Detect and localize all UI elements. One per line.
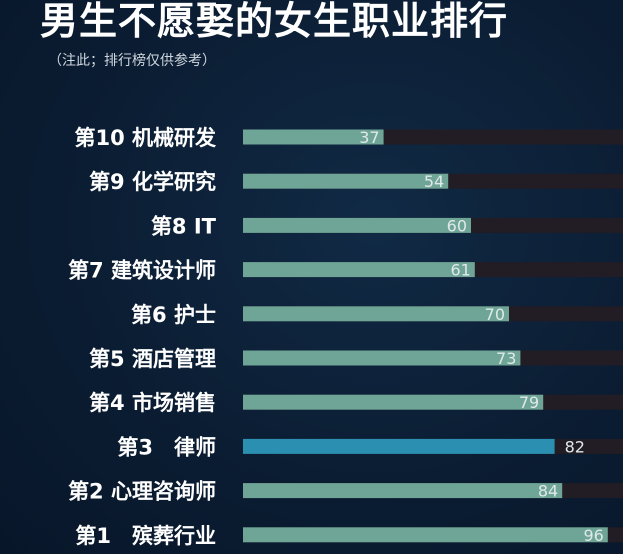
category-label: 第3 律师	[117, 435, 216, 459]
bar	[243, 173, 449, 189]
value-label: 73	[496, 349, 516, 368]
bar	[243, 483, 563, 499]
value-label: 82	[565, 437, 585, 456]
category-label: 第6 护士	[131, 303, 216, 327]
bar	[243, 217, 471, 233]
category-label: 第7 建筑设计师	[68, 259, 216, 283]
value-label: 96	[583, 526, 603, 545]
value-label: 61	[450, 261, 470, 280]
category-label: 第10 机械研发	[74, 126, 217, 150]
value-label: 84	[538, 482, 558, 501]
bar	[243, 262, 475, 278]
chart-title: 男生不愿娶的女生职业排行	[40, 0, 509, 43]
bar	[243, 394, 544, 410]
category-label: 第4 市场销售	[89, 391, 216, 415]
category-label: 第2 心理咨询师	[68, 480, 216, 504]
value-label: 70	[485, 305, 505, 324]
bar	[243, 350, 521, 366]
bar	[243, 438, 555, 454]
category-label: 第1 殡葬行业	[75, 524, 216, 548]
category-label: 第9 化学研究	[89, 170, 216, 194]
category-label: 第8 IT	[151, 214, 217, 238]
bar	[243, 527, 608, 543]
bar	[243, 306, 509, 322]
value-label: 54	[424, 172, 444, 191]
chart-subtitle: （注此；排行榜仅供参考）	[48, 53, 216, 69]
category-label: 第5 酒店管理	[89, 347, 216, 371]
bar	[243, 129, 384, 145]
value-label: 37	[359, 128, 379, 147]
value-label: 79	[519, 393, 539, 412]
value-label: 60	[447, 216, 467, 235]
